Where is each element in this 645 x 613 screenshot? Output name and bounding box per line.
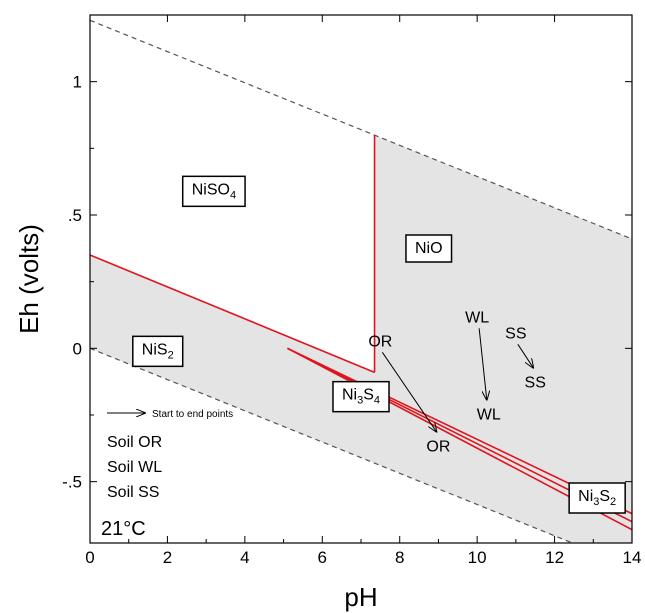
phase-field-box-frame [568, 482, 626, 514]
phase-field-box-frame [181, 175, 246, 208]
legend-entry: Soil OR [107, 434, 162, 451]
phase-name-2: S [599, 488, 610, 505]
phase-field-label: Ni3S2 [578, 488, 616, 508]
phase-field-box: NiS2 [132, 335, 184, 368]
phase-name-2: S [363, 387, 374, 404]
x-tick-label: 6 [318, 548, 327, 567]
x-tick-label: 14 [623, 548, 642, 567]
x-axis-title: pH [344, 582, 377, 612]
soil-trajectory-arrow [381, 352, 436, 431]
y-tick-label: -.5 [62, 473, 82, 492]
legend-entry: Soil WL [107, 459, 162, 476]
soil-start-label: WL [465, 309, 489, 326]
phase-name: Ni [342, 387, 357, 404]
phase-field-box: NiO [405, 234, 453, 263]
phase-field-box: NiSO4 [181, 175, 246, 208]
y-tick-label: 1 [73, 73, 82, 92]
phase-name: NiO [415, 240, 443, 257]
temperature-label: 21°C [101, 518, 146, 540]
soil-end-label: SS [525, 375, 546, 392]
legend-arrow-text: Start to end points [152, 409, 233, 420]
phase-field-label: NiSO4 [192, 181, 236, 201]
x-tick-label: 12 [545, 548, 564, 567]
phase-subscript: 2 [168, 349, 174, 361]
phase-field-box-frame [405, 234, 453, 263]
legend-entry: Soil SS [107, 484, 159, 501]
plot-area [90, 19, 632, 543]
phase-field-label: Ni3S4 [342, 387, 380, 407]
soil-end-label: WL [477, 407, 501, 424]
phase-name: NiS [142, 341, 168, 358]
phase-subscript: 4 [230, 189, 236, 201]
x-tick-label: 10 [468, 548, 487, 567]
x-tick-label: 0 [85, 548, 94, 567]
phase-subscript-2: 2 [610, 496, 616, 508]
phase-field-box-frame [332, 380, 390, 413]
phase-name: Ni [578, 488, 593, 505]
phase-name: NiSO [192, 181, 230, 198]
phase-field-box: Ni3S2 [568, 482, 626, 514]
phase-subscript: 3 [593, 496, 599, 508]
x-tick-label: 2 [163, 548, 172, 567]
y-axis-title: Eh (volts) [14, 224, 44, 334]
phase-subscript-2: 4 [374, 395, 380, 407]
stability-field-shading [90, 135, 632, 543]
phase-subscript: 3 [357, 395, 363, 407]
soil-trajectory-arrow [478, 328, 487, 399]
x-tick-label: 4 [240, 548, 249, 567]
phase-field-label: NiO [415, 240, 443, 257]
y-tick-label: 0 [73, 339, 82, 358]
phase-field-label: NiS2 [142, 341, 174, 361]
soil-start-label: SS [505, 325, 526, 342]
water-lower-stability-line [90, 347, 575, 543]
soil-start-label: OR [368, 333, 392, 350]
soil-trajectory-arrow [517, 344, 533, 367]
soil-end-label: OR [426, 439, 450, 456]
phase-field-box: Ni3S4 [332, 380, 390, 413]
y-tick-label: .5 [68, 206, 82, 225]
water-upper-stability-line [90, 19, 632, 240]
phase-boundary-line [90, 254, 375, 374]
x-tick-label: 8 [395, 548, 404, 567]
phase-field-box-frame [132, 335, 184, 368]
